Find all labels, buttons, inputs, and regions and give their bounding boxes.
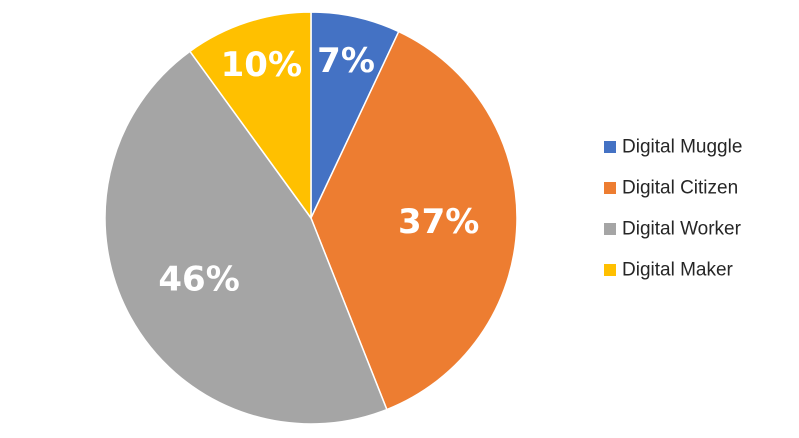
legend-item-digital-citizen: Digital Citizen xyxy=(604,178,738,199)
pie-slice-digital-worker xyxy=(104,50,388,425)
legend: Digital Muggle Digital Citizen Digital Wor… xyxy=(604,137,742,281)
data-label-digital-maker: 10% xyxy=(221,45,302,85)
legend-swatch-digital-muggle xyxy=(604,141,616,153)
pie-slices xyxy=(104,11,518,425)
pie-data-labels: 7% 37% 46% 10% xyxy=(158,41,479,299)
pie-slice-digital-citizen xyxy=(310,30,518,411)
legend-label-digital-citizen: Digital Citizen xyxy=(622,178,738,199)
legend-label-digital-muggle: Digital Muggle xyxy=(622,137,742,158)
pie-slice-digital-maker xyxy=(188,11,312,221)
legend-item-digital-worker: Digital Worker xyxy=(604,219,742,240)
legend-swatch-digital-worker xyxy=(604,223,616,235)
legend-label-digital-maker: Digital Maker xyxy=(622,260,734,281)
data-label-digital-muggle: 7% xyxy=(317,41,375,81)
data-label-digital-worker: 46% xyxy=(158,260,239,300)
legend-item-digital-muggle: Digital Muggle xyxy=(604,137,742,158)
legend-label-digital-worker: Digital Worker xyxy=(622,219,742,240)
legend-swatch-digital-maker xyxy=(604,264,616,276)
legend-swatch-digital-citizen xyxy=(604,182,616,194)
data-label-digital-citizen: 37% xyxy=(398,202,479,242)
legend-item-digital-maker: Digital Maker xyxy=(604,260,734,281)
